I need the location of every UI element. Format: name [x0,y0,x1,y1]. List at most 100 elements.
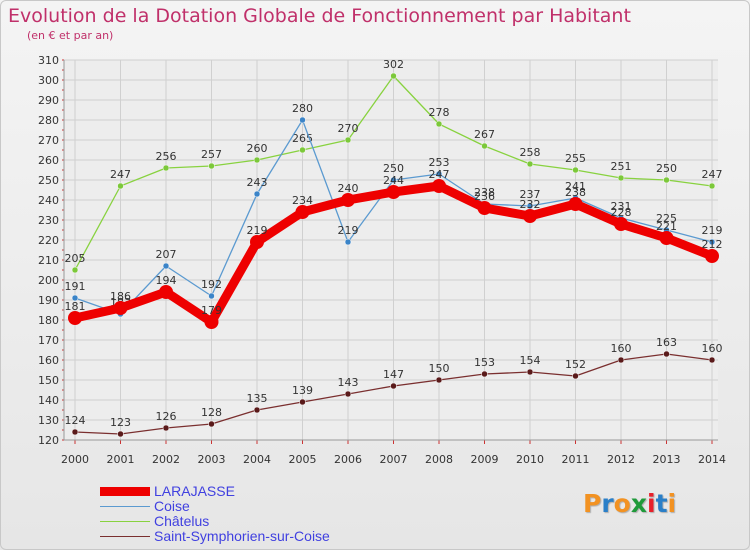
legend-swatch-saint-symphorien [100,529,150,544]
y-tick-label: 250 [38,174,59,187]
data-point-larajasse [386,185,401,199]
logo-letter-6: t [655,489,668,518]
logo-letter-4: x [630,489,647,518]
data-point-larajasse [159,285,173,299]
data-label-saint-symphorien-sur-coise: 139 [292,384,313,397]
data-point-larajasse [250,235,264,249]
logo-letter-5: i [647,489,656,518]
data-point-saint-symphorien-sur-coise [435,376,443,384]
y-tick-label: 290 [38,94,59,107]
data-point-saint-symphorien-sur-coise [344,390,352,398]
data-label-larajasse: 236 [474,190,495,203]
data-point-ch-telus [71,266,79,274]
data-point-coise [299,116,306,124]
data-label-larajasse: 240 [338,182,359,195]
y-tick-label: 300 [38,74,59,87]
chart-title: Evolution de la Dotation Globale de Fonc… [8,5,631,27]
data-point-larajasse [659,231,674,245]
data-point-saint-symphorien-sur-coise [663,350,670,358]
data-label-coise: 231 [611,200,632,213]
x-tick-label: 2001 [107,453,135,466]
x-tick-label: 2004 [243,453,271,466]
data-label-larajasse: 194 [156,274,177,287]
data-label-saint-symphorien-sur-coise: 126 [156,410,177,423]
x-tick-label: 2006 [334,453,362,466]
data-point-larajasse [523,209,537,223]
y-tick-label: 270 [38,134,59,147]
x-tick-label: 2013 [653,453,681,466]
data-point-ch-telus [481,142,488,150]
data-point-coise [390,176,397,184]
data-point-larajasse [705,249,719,263]
logo-letter-3: o [613,489,631,518]
data-label-ch-telus: 258 [520,146,541,159]
data-label-saint-symphorien-sur-coise: 150 [429,362,450,375]
data-point-ch-telus [208,162,215,170]
y-tick-label: 240 [38,194,59,207]
logo-letter-7: i [667,489,677,518]
data-point-larajasse [113,301,128,315]
data-label-ch-telus: 251 [611,160,632,173]
x-tick-label: 2005 [289,453,317,466]
data-label-larajasse: 232 [520,198,541,211]
data-label-ch-telus: 255 [565,152,586,165]
y-tick-label: 180 [38,314,59,327]
data-label-saint-symphorien-sur-coise: 128 [201,406,222,419]
data-label-larajasse: 181 [65,300,86,313]
data-label-ch-telus: 250 [656,162,677,175]
data-point-saint-symphorien-sur-coise [526,368,534,376]
y-tick-label: 170 [38,334,59,347]
data-label-coise: 192 [201,278,222,291]
data-point-coise [71,294,79,302]
data-point-coise [253,190,261,198]
data-point-coise [162,262,170,270]
data-point-ch-telus [572,166,579,174]
data-point-saint-symphorien-sur-coise [162,424,170,432]
data-label-saint-symphorien-sur-coise: 160 [702,342,723,355]
data-label-coise: 207 [156,248,177,261]
data-point-larajasse [68,311,82,325]
legend-label-larajasse: LARAJASSE [154,483,235,499]
data-label-coise: 250 [383,162,404,175]
y-tick-label: 310 [38,54,59,67]
plot-area [64,60,718,440]
data-point-ch-telus [708,182,716,190]
data-label-ch-telus: 302 [383,58,404,71]
y-tick-label: 160 [38,354,59,367]
data-label-saint-symphorien-sur-coise: 123 [110,416,131,429]
x-tick-label: 2002 [152,453,180,466]
data-label-saint-symphorien-sur-coise: 163 [656,336,677,349]
data-label-larajasse: 247 [429,168,450,181]
data-point-ch-telus [617,174,625,182]
legend-label-saint-symphorien: Saint-Symphorien-sur-Coise [154,528,330,544]
x-tick-label: 2008 [425,453,453,466]
data-label-coise: 238 [474,186,495,199]
data-label-larajasse: 238 [565,186,586,199]
data-point-ch-telus [663,176,670,184]
data-point-ch-telus [344,136,352,144]
data-point-saint-symphorien-sur-coise [299,398,306,406]
data-point-saint-symphorien-sur-coise [117,430,124,438]
data-point-larajasse [477,201,492,215]
data-label-larajasse: 244 [383,174,404,187]
logo-letter-2: r [601,489,614,518]
data-point-larajasse [341,193,355,207]
legend-swatch-coise [100,499,150,514]
data-point-coise [344,238,352,246]
data-point-coise [435,170,443,178]
data-label-saint-symphorien-sur-coise: 143 [338,376,359,389]
data-point-larajasse [568,197,583,211]
data-label-coise: 191 [65,280,86,293]
x-tick-label: 2012 [607,453,635,466]
data-label-ch-telus: 278 [429,106,450,119]
data-point-coise [708,238,716,246]
x-tick-label: 2003 [198,453,226,466]
x-tick-label: 2000 [61,453,89,466]
y-tick-label: 230 [38,214,59,227]
y-tick-label: 280 [38,114,59,127]
data-point-ch-telus [390,72,397,80]
data-label-coise: 237 [520,188,541,201]
data-point-saint-symphorien-sur-coise [71,428,79,436]
x-tick-label: 2009 [471,453,499,466]
